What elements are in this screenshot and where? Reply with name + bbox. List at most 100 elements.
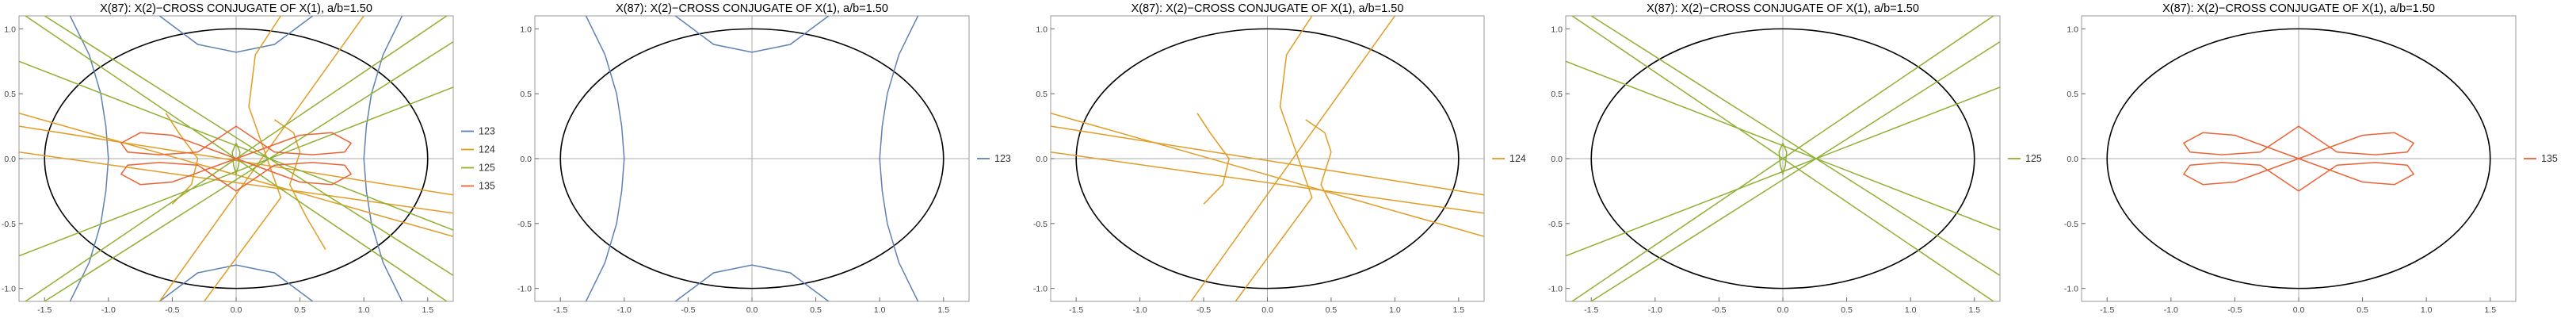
curve-124 [19, 125, 453, 196]
curve-135 [120, 158, 353, 192]
legend-label-135: 135 [2541, 153, 2558, 164]
chart-panel-4: X(87): X(2)−CROSS CONJUGATE OF X(1), a/b… [1548, 2, 2042, 315]
x-tick-label: -0.5 [1712, 305, 1726, 315]
x-tick-label: 0.5 [1326, 305, 1338, 315]
chart-title: X(87): X(2)−CROSS CONJUGATE OF X(1), a/b… [1132, 2, 1404, 15]
chart-panel-1: X(87): X(2)−CROSS CONJUGATE OF X(1), a/b… [2, 2, 495, 315]
y-tick-label: 0.0 [4, 155, 16, 164]
x-tick-label: 1.5 [1968, 305, 1980, 315]
curves-group [1051, 16, 1484, 301]
curves-group [1566, 16, 2000, 301]
y-tick-label: 0.0 [1551, 155, 1563, 164]
y-tick-label: 1.0 [4, 25, 16, 34]
x-tick-label: 0.0 [1777, 305, 1789, 315]
y-tick-label: -0.5 [1033, 220, 1048, 229]
x-tick-label: -1.0 [1133, 305, 1147, 315]
curve-123 [158, 16, 314, 53]
x-tick-label: 0.5 [294, 305, 306, 315]
curve-124 [1051, 112, 1484, 237]
x-tick-label: -1.5 [1069, 305, 1083, 315]
curve-125 [1566, 60, 2000, 231]
curve-123 [69, 16, 109, 301]
x-tick-label: -1.5 [1584, 305, 1598, 315]
legend-label-124: 124 [1509, 153, 1526, 164]
x-tick-label: 0.0 [1261, 305, 1273, 315]
curve-125 [1778, 143, 1788, 177]
y-tick-label: 1.0 [1036, 25, 1048, 34]
legend-label-135: 135 [479, 181, 495, 192]
legend-label-124: 124 [479, 144, 495, 155]
x-tick-label: -1.0 [1648, 305, 1662, 315]
x-tick-label: 0.5 [1841, 305, 1853, 315]
x-tick-label: 1.0 [2421, 305, 2433, 315]
x-tick-label: -0.5 [165, 305, 179, 315]
x-tick-label: 1.5 [1453, 305, 1465, 315]
y-tick-label: -1.0 [2, 285, 16, 294]
curve-123 [674, 264, 830, 301]
curves-group [585, 16, 919, 301]
y-tick-label: 1.0 [520, 25, 532, 34]
y-tick-label: -0.5 [2, 220, 16, 229]
curve-125 [231, 143, 241, 177]
y-tick-label: -1.0 [2064, 285, 2078, 294]
curve-124 [1051, 125, 1484, 196]
y-tick-label: 0.5 [4, 90, 16, 99]
y-tick-label: 0.5 [520, 90, 532, 99]
curve-124 [158, 16, 364, 301]
reference-ellipse [44, 28, 429, 289]
curve-125 [1590, 16, 2000, 276]
legend-label-125: 125 [2025, 153, 2042, 164]
x-tick-label: -0.5 [2227, 305, 2242, 315]
curve-124 [1196, 113, 1231, 205]
curve-124 [1051, 151, 1484, 214]
x-tick-label: -0.5 [1196, 305, 1211, 315]
chart-panel-5: X(87): X(2)−CROSS CONJUGATE OF X(1), a/b… [2064, 2, 2558, 315]
curve-125 [1566, 86, 2000, 257]
reference-ellipse [1075, 28, 1460, 289]
y-tick-label: -1.0 [517, 285, 532, 294]
chart-panel-2: X(87): X(2)−CROSS CONJUGATE OF X(1), a/b… [517, 2, 1011, 315]
reference-ellipse [559, 28, 945, 289]
x-tick-label: 1.0 [1389, 305, 1401, 315]
chart-title: X(87): X(2)−CROSS CONJUGATE OF X(1), a/b… [2162, 2, 2435, 15]
x-tick-label: 1.5 [2484, 305, 2496, 315]
curve-135 [120, 125, 353, 159]
x-tick-label: 1.5 [422, 305, 433, 315]
curve-123 [879, 16, 919, 301]
y-tick-label: -0.5 [517, 220, 532, 229]
curve-123 [674, 16, 830, 53]
y-tick-label: 0.0 [2067, 155, 2078, 164]
curve-123 [158, 264, 314, 301]
curve-124 [1305, 119, 1357, 250]
curves-group [19, 16, 453, 301]
x-tick-label: -1.5 [553, 305, 567, 315]
x-tick-label: -1.0 [617, 305, 632, 315]
x-tick-label: 0.0 [2293, 305, 2305, 315]
x-tick-label: -1.5 [37, 305, 52, 315]
curve-125 [44, 16, 453, 276]
legend-label-125: 125 [479, 163, 495, 174]
y-tick-label: -1.0 [1033, 285, 1048, 294]
y-tick-label: 1.0 [2067, 25, 2078, 34]
y-tick-label: -1.0 [1548, 285, 1563, 294]
x-tick-label: 1.0 [1905, 305, 1917, 315]
x-tick-label: 1.0 [874, 305, 886, 315]
legend-label-123: 123 [479, 126, 495, 137]
x-tick-label: -0.5 [681, 305, 695, 315]
curve-123 [585, 16, 625, 301]
curve-124 [1235, 16, 1313, 301]
x-tick-label: -1.5 [2100, 305, 2114, 315]
y-tick-label: -0.5 [2064, 220, 2078, 229]
x-tick-label: 1.5 [937, 305, 949, 315]
y-tick-label: 0.5 [1036, 90, 1048, 99]
curve-125 [19, 60, 453, 231]
chart-title: X(87): X(2)−CROSS CONJUGATE OF X(1), a/b… [100, 2, 372, 15]
reference-ellipse [1590, 28, 1975, 289]
reference-ellipse [2106, 28, 2491, 289]
curve-124 [204, 16, 282, 301]
chart-title: X(87): X(2)−CROSS CONJUGATE OF X(1), a/b… [616, 2, 888, 15]
chart-title: X(87): X(2)−CROSS CONJUGATE OF X(1), a/b… [1647, 2, 1919, 15]
y-tick-label: 1.0 [1551, 25, 1563, 34]
x-tick-label: 0.0 [231, 305, 242, 315]
